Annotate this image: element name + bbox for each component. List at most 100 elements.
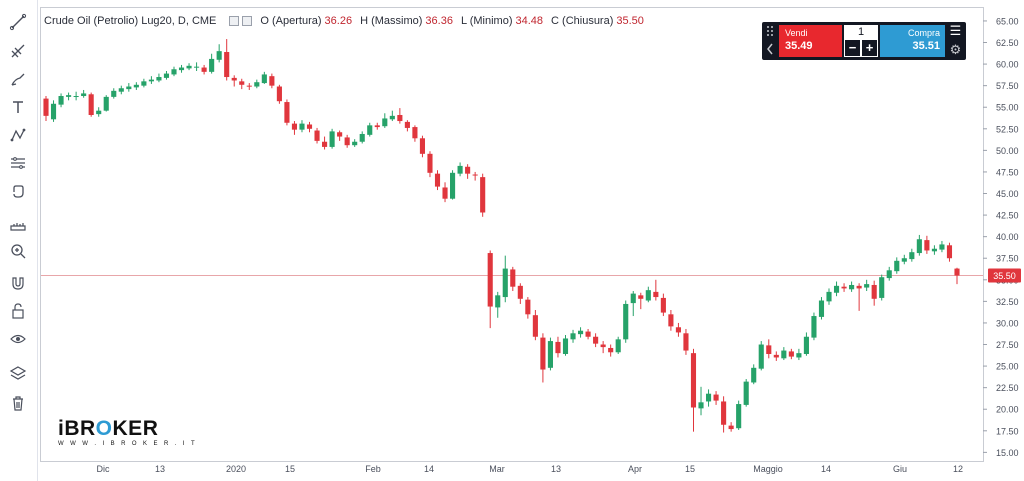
candle-down[interactable]	[668, 314, 674, 327]
candle-up[interactable]	[796, 353, 802, 358]
candle-down[interactable]	[291, 123, 298, 130]
candle-down[interactable]	[721, 401, 727, 425]
candle-down[interactable]	[683, 333, 689, 351]
candle-down[interactable]	[306, 124, 313, 129]
candle-down[interactable]	[540, 337, 546, 370]
brush-icon[interactable]	[7, 68, 29, 90]
quantity-stepper[interactable]: 1 − +	[844, 25, 878, 57]
candle-up[interactable]	[254, 82, 260, 87]
candle-up[interactable]	[781, 350, 787, 359]
candle-up[interactable]	[148, 79, 154, 82]
candle-up[interactable]	[382, 118, 388, 127]
candle-up[interactable]	[450, 172, 456, 199]
candle-down[interactable]	[532, 315, 538, 337]
candle-up[interactable]	[126, 86, 132, 90]
candle-up[interactable]	[81, 93, 87, 97]
candle-down[interactable]	[946, 245, 953, 259]
candle-up[interactable]	[698, 402, 704, 409]
candle-up[interactable]	[178, 67, 185, 71]
candle-up[interactable]	[849, 284, 855, 290]
candle-down[interactable]	[43, 98, 49, 116]
candle-up[interactable]	[359, 133, 365, 142]
candle-down[interactable]	[224, 52, 230, 78]
candle-down[interactable]	[480, 177, 486, 213]
hamburger-menu-icon[interactable]: ☰	[949, 23, 962, 38]
candle-up[interactable]	[645, 290, 651, 301]
drag-handle-icon[interactable]	[762, 22, 779, 60]
eye-icon[interactable]	[7, 328, 29, 350]
candle-up[interactable]	[111, 90, 117, 97]
candle-down[interactable]	[841, 286, 847, 289]
lock-icon[interactable]	[7, 300, 29, 322]
candle-up[interactable]	[562, 338, 569, 355]
candle-down[interactable]	[593, 336, 599, 344]
candle-up[interactable]	[826, 291, 832, 302]
candle-down[interactable]	[555, 341, 561, 354]
zoom-icon[interactable]	[7, 240, 29, 262]
candle-up[interactable]	[118, 88, 124, 92]
candle-down[interactable]	[239, 81, 245, 85]
candle-up[interactable]	[133, 84, 139, 88]
candle-down[interactable]	[638, 295, 644, 299]
candle-down[interactable]	[434, 173, 441, 187]
candle-down[interactable]	[510, 269, 516, 287]
candle-down[interactable]	[465, 166, 471, 174]
minus-button[interactable]: −	[845, 40, 860, 56]
candle-up[interactable]	[916, 239, 922, 254]
candle-down[interactable]	[246, 85, 252, 87]
candle-up[interactable]	[630, 293, 636, 304]
quantity-value[interactable]: 1	[857, 26, 865, 38]
candle-up[interactable]	[811, 316, 817, 338]
candle-up[interactable]	[261, 74, 267, 84]
candle-down[interactable]	[412, 127, 418, 139]
candle-up[interactable]	[864, 284, 870, 288]
candle-up[interactable]	[736, 404, 742, 429]
candle-up[interactable]	[818, 300, 825, 317]
candle-up[interactable]	[96, 110, 102, 115]
candle-down[interactable]	[713, 394, 719, 401]
candle-down[interactable]	[871, 284, 877, 299]
pitchfork-icon[interactable]	[7, 40, 29, 62]
layers-icon[interactable]	[7, 362, 29, 384]
candle-up[interactable]	[751, 367, 757, 383]
candle-up[interactable]	[73, 96, 79, 98]
candle-up[interactable]	[186, 65, 192, 69]
candle-down[interactable]	[487, 253, 493, 307]
candle-down[interactable]	[773, 354, 779, 358]
sell-button[interactable]: Vendi 35.49	[779, 25, 842, 57]
magnet-icon[interactable]	[7, 272, 29, 294]
trend-line-icon[interactable]	[7, 11, 29, 33]
trash-icon[interactable]	[7, 392, 29, 414]
candle-up[interactable]	[901, 258, 907, 262]
candle-down[interactable]	[419, 138, 426, 154]
candle-up[interactable]	[389, 115, 395, 120]
candle-down[interactable]	[585, 331, 591, 337]
candle-up[interactable]	[894, 260, 900, 272]
candle-down[interactable]	[201, 67, 207, 72]
candle-up[interactable]	[909, 252, 915, 260]
candle-down[interactable]	[856, 285, 862, 289]
candle-down[interactable]	[276, 86, 282, 102]
candle-down[interactable]	[442, 187, 448, 199]
candle-down[interactable]	[314, 130, 320, 141]
candle-up[interactable]	[352, 141, 358, 146]
candle-up[interactable]	[833, 285, 840, 293]
measure-icon[interactable]	[7, 152, 29, 174]
candle-up[interactable]	[103, 96, 109, 111]
candle-down[interactable]	[427, 153, 433, 173]
candle-up[interactable]	[939, 244, 945, 250]
candle-up[interactable]	[623, 303, 629, 340]
candle-up[interactable]	[171, 69, 177, 75]
legend-square-icon[interactable]	[229, 16, 240, 26]
instrument-title[interactable]: Crude Oil (Petrolio) Lug20, D, CME	[44, 15, 217, 27]
candle-up[interactable]	[457, 165, 463, 174]
candle-down[interactable]	[924, 240, 930, 251]
candle-up[interactable]	[50, 103, 57, 120]
ruler-icon[interactable]	[7, 212, 29, 234]
candle-down[interactable]	[344, 137, 350, 146]
candle-down[interactable]	[269, 76, 275, 86]
gear-icon[interactable]: ⚙	[949, 42, 962, 57]
candle-down[interactable]	[284, 102, 290, 123]
candle-down[interactable]	[397, 114, 403, 122]
